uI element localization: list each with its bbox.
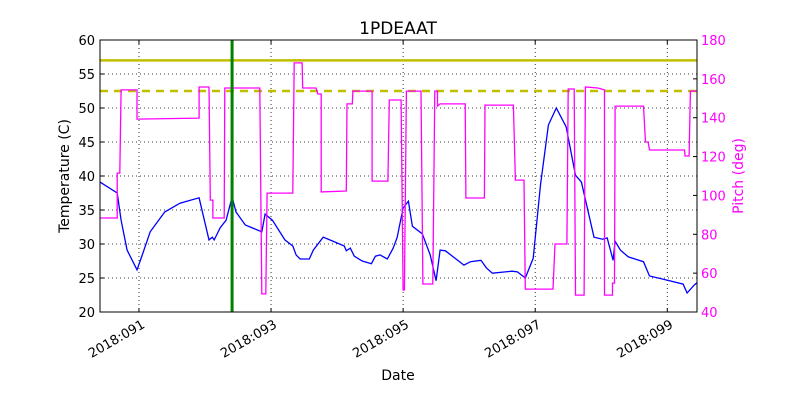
y2-tick-label: 80: [701, 228, 718, 243]
y2-tick-label: 100: [701, 189, 726, 204]
limit-lines: [100, 59, 697, 93]
y-tick-label: 45: [78, 136, 95, 151]
y-tick-label: 40: [78, 170, 95, 185]
temperature-line: [99, 106, 698, 295]
y2-tick-label: 140: [701, 112, 726, 127]
x-tick-label: 2018:099: [615, 317, 676, 361]
grid: [100, 40, 697, 312]
x-tick-label: 2018:095: [350, 317, 411, 361]
y2-tick-label: 40: [701, 306, 718, 321]
y-tick-label: 20: [78, 306, 95, 321]
pitch-line: [100, 62, 697, 296]
x-tick-label: 2018:091: [86, 317, 147, 361]
y-tick-label: 25: [78, 272, 95, 287]
plot-frame: [99, 39, 698, 313]
series: [99, 62, 698, 296]
y2-tick-label: 60: [701, 267, 718, 282]
y-tick-label: 30: [78, 238, 95, 253]
x-tick-label: 2018:097: [482, 317, 543, 361]
y-tick-label: 50: [78, 102, 95, 117]
y2-tick-label: 160: [701, 73, 726, 88]
y-tick-label: 55: [78, 68, 95, 83]
chart-title: 1PDEAAT: [359, 19, 437, 39]
y-tick-label: 60: [78, 34, 95, 49]
x-tick-label: 2018:093: [218, 317, 279, 361]
y-axis-label: Temperature (C): [57, 119, 73, 234]
y2-axis-label: Pitch (deg): [731, 138, 747, 214]
x-axis-label: Date: [381, 368, 414, 384]
y2-tick-label: 120: [701, 151, 726, 166]
y-tick-label: 35: [78, 204, 95, 219]
y2-tick-label: 180: [701, 34, 726, 49]
